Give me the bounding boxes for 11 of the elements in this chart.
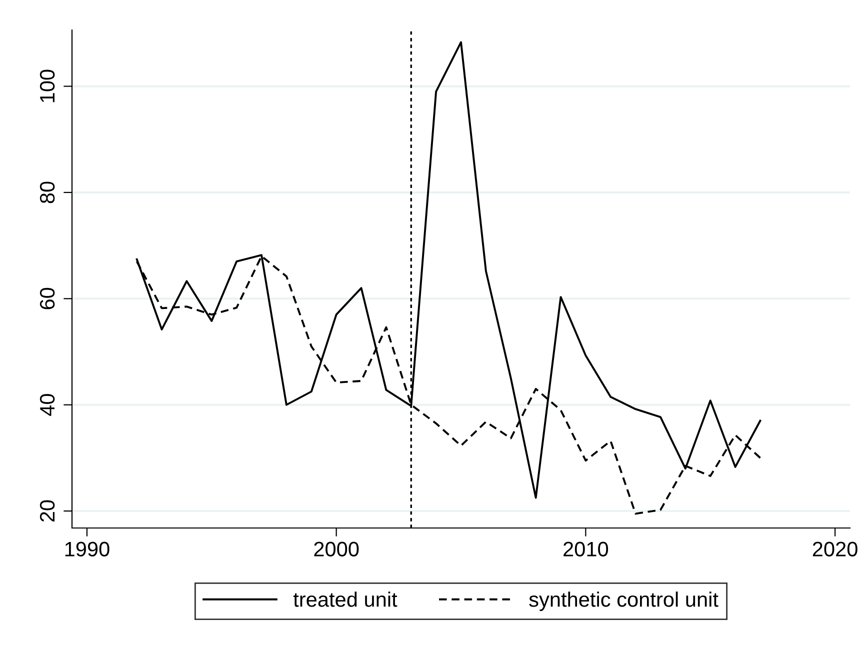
- legend-label: synthetic control unit: [529, 592, 718, 611]
- y-tick-label: 20: [40, 500, 55, 522]
- y-tick-label: 60: [40, 288, 55, 310]
- legend-label: treated unit: [293, 592, 398, 607]
- x-tick-label: 1990: [65, 542, 110, 556]
- x-tick-label: 2000: [314, 542, 359, 556]
- x-tick-label: 2020: [812, 542, 858, 556]
- x-tick-label: 2010: [564, 542, 608, 556]
- y-tick-label: 80: [40, 182, 55, 204]
- y-tick-label: 40: [40, 394, 55, 416]
- y-tick-label: 100: [40, 70, 55, 102]
